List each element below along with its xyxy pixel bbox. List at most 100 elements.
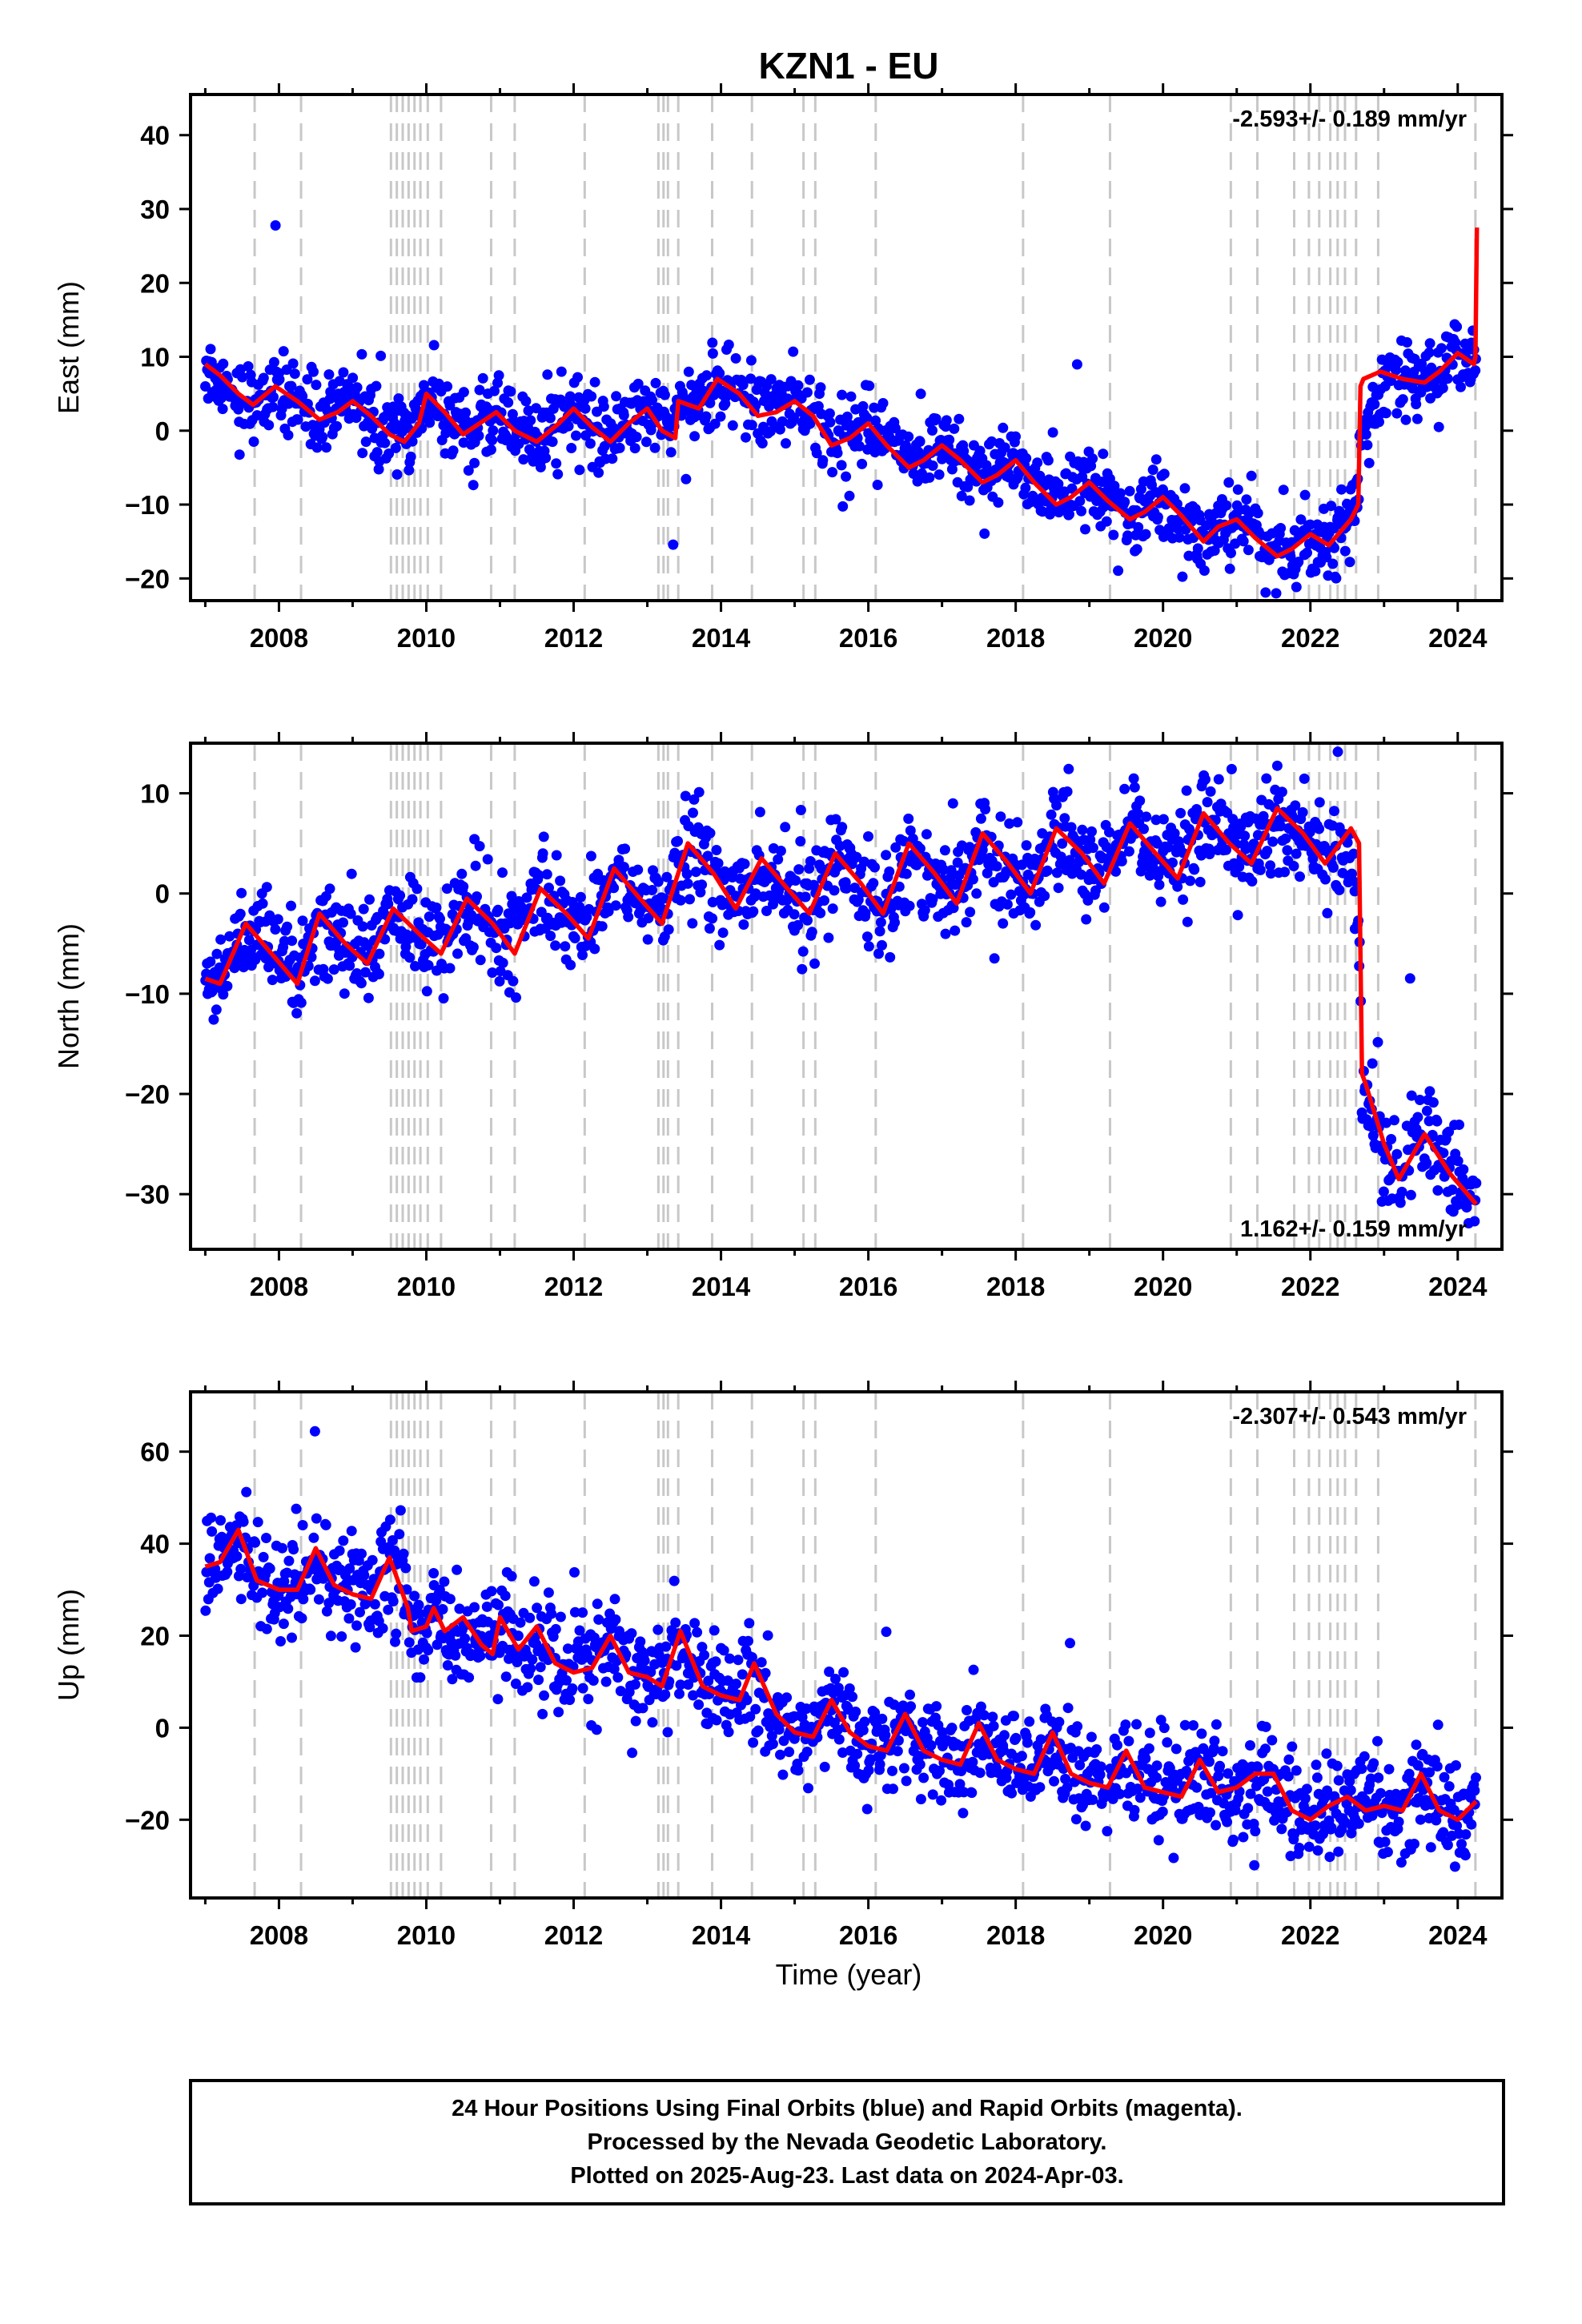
data-point bbox=[1024, 1716, 1035, 1727]
data-point bbox=[1314, 797, 1325, 808]
data-point bbox=[1046, 809, 1057, 820]
data-point bbox=[297, 1520, 308, 1530]
x-axis-label: Time (year) bbox=[776, 1958, 922, 1991]
data-point bbox=[357, 448, 368, 459]
rate-label-up: -2.307+/- 0.543 mm/yr bbox=[1232, 1404, 1467, 1429]
data-point bbox=[510, 1679, 521, 1689]
x-tick-label: 2022 bbox=[1281, 623, 1339, 653]
data-point bbox=[915, 1794, 926, 1805]
data-point bbox=[1090, 885, 1101, 896]
data-point bbox=[346, 1526, 357, 1537]
data-point bbox=[859, 1716, 870, 1727]
data-point bbox=[692, 1626, 703, 1638]
data-point bbox=[803, 1783, 813, 1794]
y-tick-label: 20 bbox=[140, 268, 170, 298]
data-point bbox=[711, 845, 722, 855]
x-tick-label: 2010 bbox=[397, 623, 456, 653]
data-point bbox=[1004, 818, 1015, 829]
data-point bbox=[351, 1620, 362, 1631]
data-point bbox=[580, 403, 591, 414]
data-point bbox=[355, 1606, 365, 1618]
x-tick-label: 2022 bbox=[1281, 1272, 1339, 1301]
data-point bbox=[1200, 774, 1211, 785]
data-point bbox=[204, 1553, 215, 1564]
data-point bbox=[533, 1675, 544, 1686]
data-point bbox=[524, 1612, 536, 1623]
y-tick-label: −30 bbox=[125, 1180, 170, 1209]
data-point bbox=[1469, 1785, 1480, 1796]
data-point bbox=[346, 868, 357, 879]
data-point bbox=[1055, 851, 1066, 862]
x-tick-label: 2008 bbox=[250, 623, 308, 653]
data-point bbox=[861, 931, 873, 943]
data-point bbox=[860, 908, 871, 919]
data-point bbox=[1179, 483, 1191, 494]
data-point bbox=[383, 899, 394, 910]
chart-title: KZN1 - EU bbox=[759, 45, 939, 86]
data-point bbox=[875, 917, 886, 928]
x-tick-label: 2012 bbox=[544, 623, 603, 653]
data-point bbox=[1245, 1740, 1255, 1751]
data-point bbox=[277, 1542, 287, 1554]
y-tick-label: 0 bbox=[155, 416, 170, 446]
data-point bbox=[744, 1618, 755, 1629]
data-point bbox=[1310, 1820, 1321, 1831]
data-point bbox=[745, 373, 757, 384]
data-point bbox=[1035, 1734, 1046, 1745]
data-point bbox=[1411, 1739, 1422, 1751]
data-point bbox=[962, 1705, 972, 1715]
data-point bbox=[351, 382, 363, 393]
data-point bbox=[844, 1683, 855, 1694]
data-point bbox=[545, 931, 556, 942]
data-point bbox=[885, 951, 896, 963]
data-point bbox=[323, 369, 335, 380]
data-point bbox=[905, 1701, 917, 1712]
data-point bbox=[261, 1533, 271, 1543]
data-point bbox=[263, 420, 275, 431]
data-point bbox=[1174, 532, 1185, 543]
data-point bbox=[608, 1663, 620, 1675]
data-point bbox=[205, 956, 216, 967]
data-point bbox=[497, 867, 508, 879]
data-point bbox=[395, 890, 406, 901]
data-point bbox=[1271, 588, 1282, 599]
data-point bbox=[305, 1584, 316, 1595]
data-point bbox=[424, 911, 435, 923]
data-point bbox=[1311, 1759, 1322, 1771]
data-point bbox=[390, 1636, 400, 1647]
data-point bbox=[1086, 826, 1097, 837]
data-point bbox=[640, 436, 652, 448]
data-point bbox=[830, 814, 841, 825]
x-tick-label: 2024 bbox=[1428, 623, 1488, 653]
data-point bbox=[741, 1695, 753, 1706]
data-point bbox=[267, 975, 278, 986]
data-point bbox=[1239, 830, 1251, 842]
data-point bbox=[819, 895, 829, 906]
data-point bbox=[1047, 427, 1058, 438]
data-point bbox=[1416, 358, 1427, 369]
data-point bbox=[1382, 1847, 1393, 1858]
data-point bbox=[1304, 826, 1315, 838]
data-point bbox=[274, 374, 285, 385]
data-point bbox=[1451, 1760, 1461, 1771]
data-point bbox=[407, 894, 418, 905]
data-point bbox=[1258, 810, 1269, 822]
data-point bbox=[525, 415, 536, 426]
data-point bbox=[485, 444, 496, 455]
data-point bbox=[373, 968, 384, 979]
data-point bbox=[494, 975, 505, 987]
data-point bbox=[642, 934, 653, 945]
data-point bbox=[1224, 563, 1235, 574]
data-point bbox=[693, 1699, 705, 1711]
data-point bbox=[1064, 509, 1074, 520]
data-point bbox=[218, 358, 229, 369]
data-point bbox=[592, 1598, 603, 1610]
data-point bbox=[832, 448, 843, 459]
x-tick-label: 2016 bbox=[839, 623, 897, 653]
data-point bbox=[837, 389, 848, 400]
data-point bbox=[915, 388, 926, 400]
data-point bbox=[463, 465, 474, 476]
data-point bbox=[591, 1724, 602, 1735]
data-point bbox=[914, 436, 926, 447]
data-point bbox=[788, 346, 799, 357]
